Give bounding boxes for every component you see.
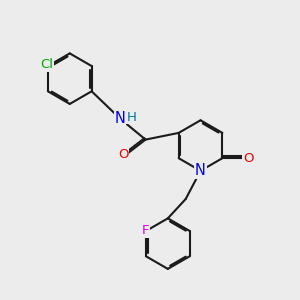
Text: N: N [115,111,126,126]
Text: N: N [195,163,206,178]
Text: Cl: Cl [40,58,53,71]
Text: O: O [118,148,128,161]
Text: F: F [142,224,150,238]
Text: O: O [243,152,254,165]
Text: H: H [127,111,136,124]
